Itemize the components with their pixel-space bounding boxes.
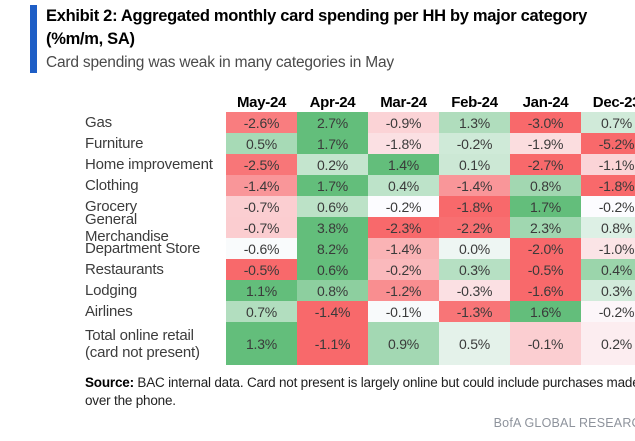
heatmap-cell: 0.9%	[368, 322, 439, 365]
heatmap-cell: 0.2%	[581, 322, 635, 365]
row-label: Total online retail (card not present)	[85, 326, 200, 361]
heatmap-cell: -2.5%	[226, 154, 297, 175]
heatmap-cell: 1.7%	[297, 175, 368, 196]
heatmap-cell: -0.1%	[368, 301, 439, 322]
heatmap-cell: 0.8%	[510, 175, 581, 196]
heatmap-cell: -1.4%	[439, 175, 510, 196]
column-header: Mar-24	[380, 94, 427, 111]
column-header: Apr-24	[309, 94, 356, 111]
column-header: Jan-24	[522, 94, 569, 111]
heatmap-cell: -0.5%	[226, 259, 297, 280]
heatmap-cell: -1.4%	[368, 238, 439, 259]
heatmap-cell: -1.8%	[368, 133, 439, 154]
heatmap-cell: 0.4%	[581, 259, 635, 280]
spending-heatmap: May-24 Apr-24 Mar-24 Feb-24 Jan-24 Dec-23 Gas -…	[85, 93, 635, 365]
heatmap-cell: 0.8%	[581, 217, 635, 238]
heatmap-cell: 0.5%	[439, 322, 510, 365]
heatmap-cell: -1.8%	[439, 196, 510, 217]
heatmap-cell: -0.1%	[510, 322, 581, 365]
heatmap-cell: 3.8%	[297, 217, 368, 238]
row-label: Department Store	[85, 240, 201, 257]
heatmap-cell: 0.6%	[297, 196, 368, 217]
heatmap-cell: 0.3%	[581, 280, 635, 301]
heatmap-cell: -3.0%	[510, 112, 581, 133]
source-body: BAC internal data. Card not present is l…	[85, 375, 635, 408]
heatmap-cell: 0.2%	[297, 154, 368, 175]
heatmap-cell: -0.2%	[439, 133, 510, 154]
exhibit-header: Exhibit 2: Aggregated monthly card spend…	[30, 5, 635, 73]
heatmap-cell: -0.9%	[368, 112, 439, 133]
exhibit-container: Exhibit 2: Aggregated monthly card spend…	[30, 5, 635, 430]
heatmap-cell: 0.8%	[297, 280, 368, 301]
row-label: Clothing	[85, 177, 139, 194]
heatmap-cell: 1.6%	[510, 301, 581, 322]
row-label: Grocery	[85, 198, 137, 215]
exhibit-accent-bar	[30, 5, 37, 73]
row-label: Airlines	[85, 303, 133, 320]
exhibit-subtitle: Card spending was weak in many categorie…	[46, 54, 394, 71]
heatmap-cell: -1.1%	[581, 154, 635, 175]
row-label: Furniture	[85, 135, 144, 152]
heatmap-cell: 0.4%	[368, 175, 439, 196]
heatmap-cell: -0.3%	[439, 280, 510, 301]
heatmap-cell: -0.7%	[226, 217, 297, 238]
heatmap-cell: -1.9%	[510, 133, 581, 154]
heatmap-cell: -2.3%	[368, 217, 439, 238]
row-label: General Merchandise	[85, 210, 169, 245]
heatmap-cell: -1.4%	[297, 301, 368, 322]
heatmap-cell: 0.3%	[439, 259, 510, 280]
exhibit-title: Exhibit 2: Aggregated monthly card spend…	[46, 7, 588, 48]
spending-heatmap-table: May-24 Apr-24 Mar-24 Feb-24 Jan-24 Dec-23 Gas -…	[85, 93, 635, 365]
heatmap-cell: 0.0%	[439, 238, 510, 259]
heatmap-cell: -1.3%	[439, 301, 510, 322]
heatmap-cell: 1.4%	[368, 154, 439, 175]
heatmap-cell: 1.3%	[439, 112, 510, 133]
heatmap-cell: -0.5%	[510, 259, 581, 280]
heatmap-cell: -0.2%	[581, 196, 635, 217]
heatmap-cell: -1.2%	[368, 280, 439, 301]
heatmap-cell: 0.6%	[297, 259, 368, 280]
heatmap-cell: 2.3%	[510, 217, 581, 238]
column-header: May-24	[236, 94, 287, 111]
row-label: Gas	[85, 114, 112, 131]
heatmap-cell: -2.7%	[510, 154, 581, 175]
heatmap-cell: 0.7%	[226, 301, 297, 322]
row-label: Lodging	[85, 282, 137, 299]
source-label: Source:	[85, 375, 134, 390]
heatmap-cell: -0.2%	[368, 259, 439, 280]
heatmap-cell: -5.2%	[581, 133, 635, 154]
heatmap-cell: -1.1%	[297, 322, 368, 365]
bofa-global-research-branding: BofA GLOBAL RESEARCH	[493, 416, 635, 430]
heatmap-cell: 0.1%	[439, 154, 510, 175]
heatmap-cell: -0.2%	[368, 196, 439, 217]
heatmap-cell: -0.6%	[226, 238, 297, 259]
exhibit-footer: Source: BAC internal data. Card not pres…	[85, 374, 635, 430]
row-label: Home improvement	[85, 156, 213, 173]
heatmap-cell: 1.3%	[226, 322, 297, 365]
source-note: Source: BAC internal data. Card not pres…	[85, 374, 635, 410]
heatmap-cell: -1.8%	[581, 175, 635, 196]
heatmap-cell: -1.0%	[581, 238, 635, 259]
heatmap-cell: -2.0%	[510, 238, 581, 259]
heatmap-cell: 0.5%	[226, 133, 297, 154]
row-label: Restaurants	[85, 261, 164, 278]
heatmap-cell: 1.7%	[510, 196, 581, 217]
column-header: Feb-24	[451, 94, 498, 111]
exhibit-title-block: Exhibit 2: Aggregated monthly card spend…	[37, 5, 597, 73]
heatmap-cell: 1.1%	[226, 280, 297, 301]
heatmap-cell: -0.7%	[226, 196, 297, 217]
heatmap-cell: -0.2%	[581, 301, 635, 322]
heatmap-cell: 8.2%	[297, 238, 368, 259]
heatmap-cell: 0.7%	[581, 112, 635, 133]
heatmap-cell: -1.6%	[510, 280, 581, 301]
column-header: Dec-23	[592, 94, 635, 111]
heatmap-cell: 1.7%	[297, 133, 368, 154]
heatmap-cell: -2.2%	[439, 217, 510, 238]
row-label-header	[85, 93, 226, 112]
heatmap-cell: -1.4%	[226, 175, 297, 196]
heatmap-cell: -2.6%	[226, 112, 297, 133]
heatmap-cell: 2.7%	[297, 112, 368, 133]
